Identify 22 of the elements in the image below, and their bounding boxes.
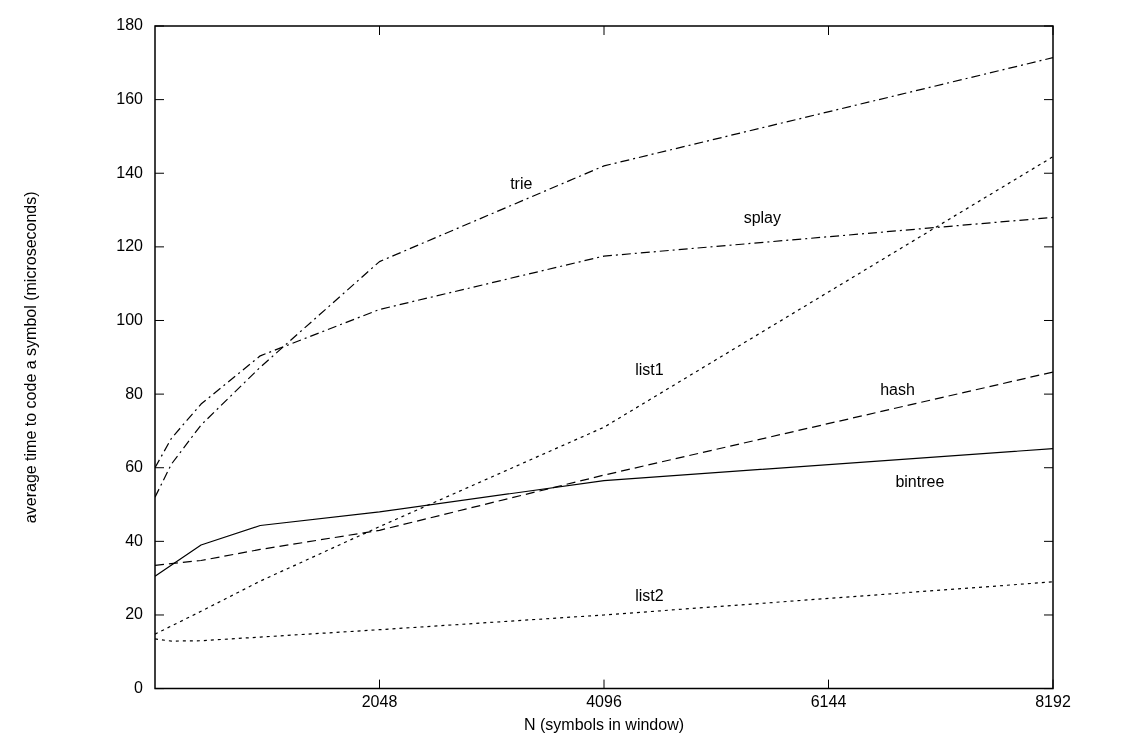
series-label: trie: [510, 174, 533, 192]
x-tick-label: 4096: [586, 692, 622, 710]
series-label: list2: [635, 586, 664, 604]
y-tick-label: 0: [134, 679, 144, 697]
y-tick-label: 40: [125, 531, 144, 549]
x-tick-label: 8192: [1035, 692, 1071, 710]
y-tick-label: 120: [116, 237, 144, 255]
y-tick-label: 140: [116, 163, 144, 181]
y-tick-label: 100: [116, 310, 144, 328]
x-tick-label: 2048: [361, 692, 398, 710]
x-tick-label: 6144: [810, 692, 847, 710]
x-axis-title: N (symbols in window): [523, 715, 685, 733]
y-tick-label: 180: [116, 16, 144, 34]
series-label: splay: [743, 209, 781, 227]
y-axis-title: average time to code a symbol (microseconds): [22, 191, 40, 524]
y-tick-label: 20: [125, 605, 144, 623]
series-label: hash: [880, 380, 915, 398]
series-label: list1: [635, 360, 664, 378]
y-tick-label: 160: [116, 90, 144, 108]
y-tick-label: 80: [125, 384, 144, 402]
series-label: bintree: [895, 472, 945, 490]
y-tick-label: 60: [125, 458, 144, 476]
